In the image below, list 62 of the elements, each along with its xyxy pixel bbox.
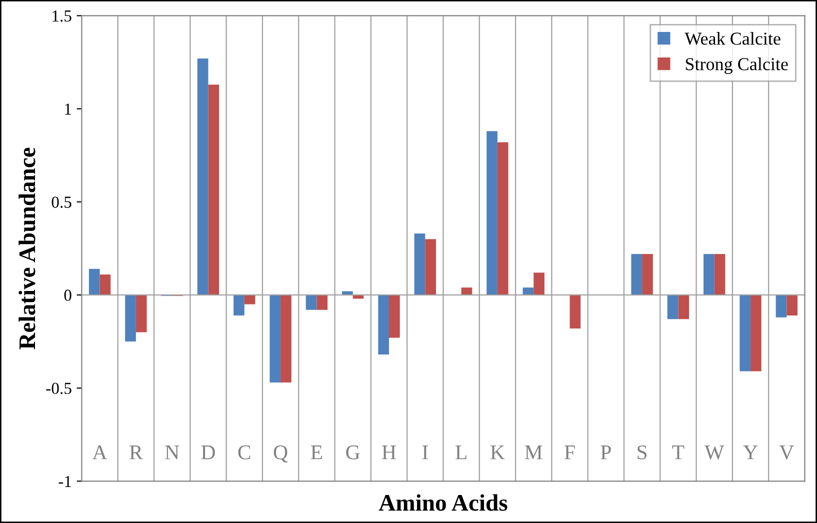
bar [750,294,762,372]
bar [414,234,426,295]
bar [534,272,544,295]
bar [244,294,256,304]
x-tick-label: I [422,446,428,460]
bar [425,239,436,295]
x-tick-label: Y [743,446,758,460]
bar [522,288,534,295]
bar [136,294,147,332]
y-tick-label: 0.5 [52,196,72,208]
bar [378,294,389,355]
bar [776,294,787,318]
x-tick-label: W [704,446,724,460]
x-tick-label: N [165,446,180,460]
bar [497,142,508,295]
x-tick-label: A [92,445,108,460]
x-tick-label: Q [274,445,288,463]
x-tick-label: E [310,446,322,460]
x-tick-label: H [382,446,396,460]
bar [642,254,653,295]
y-tick-label: 1 [65,104,71,115]
x-tick-label: K [490,446,505,460]
x-tick-label: V [779,446,794,460]
bar [197,58,208,295]
bar [100,274,111,295]
bar [714,254,726,295]
y-tick-label: 1.5 [52,10,72,22]
bar [88,268,100,295]
legend-label: Strong Calcite [686,58,788,74]
bar [631,254,642,295]
bar [280,294,292,382]
bar [316,294,328,310]
x-tick-label: T [672,446,684,460]
y-tick-label: -1 [58,476,71,487]
y-axis-title: Relative Abundance [18,148,36,350]
y-tick-label: -0.5 [46,382,72,394]
bar [208,84,220,295]
bar [786,294,798,316]
x-tick-label: L [456,446,466,460]
x-tick-label: R [130,446,143,460]
x-tick-label: G [346,445,360,460]
x-tick-label: C [238,445,250,460]
x-tick-label: P [600,446,611,460]
bar [486,131,498,295]
bar [740,294,751,372]
bar [125,294,136,342]
x-tick-label: F [564,446,575,460]
bar [667,294,678,320]
bar [678,294,690,320]
x-tick-label: S [638,445,647,460]
x-axis-title: Amino Acids [378,494,508,511]
x-tick-label: M [524,446,542,460]
bar [704,254,714,295]
y-tick-label: 0 [64,290,72,301]
bar [234,294,244,316]
bar [270,294,281,382]
bar [388,294,400,338]
x-tick-label: D [201,446,215,460]
bar [461,288,472,295]
legend-label: Weak Calcite [684,32,780,45]
bar [306,294,317,310]
bar [570,294,581,328]
